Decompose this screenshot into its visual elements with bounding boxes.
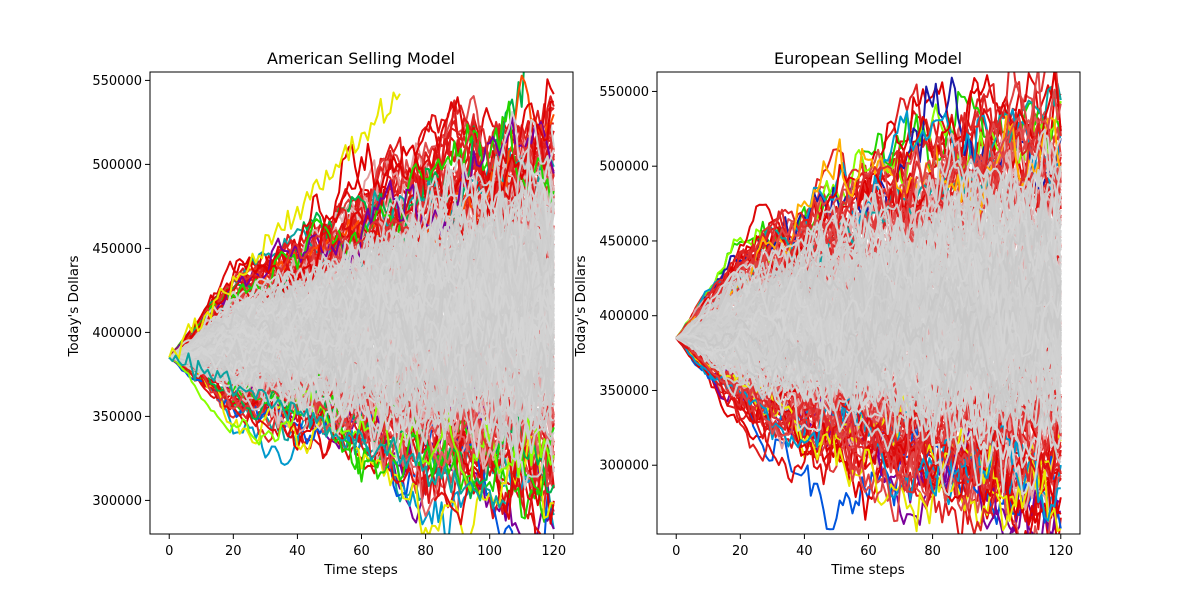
american-simulation-path: [169, 289, 555, 427]
european-simulation-path: [675, 266, 1062, 392]
european-chart-panel: European Selling Model 0 20 40 60 80 100 120 3…: [573, 49, 1081, 578]
european-x-ticks: 0 20 40 60 80 100 120: [672, 534, 1073, 559]
american-x-tick-label: 60: [353, 544, 370, 559]
american-early-stop-path: [168, 91, 401, 360]
american-y-tick-label: 550000: [92, 74, 142, 89]
european-simulation-path: [676, 275, 1062, 390]
european-simulation-path: [676, 289, 1062, 437]
american-x-tick-label: 100: [477, 544, 502, 559]
european-simulation-path: [675, 72, 1062, 339]
american-y-tick-label: 400000: [92, 326, 142, 341]
european-y-axis-label: Today's Dollars: [573, 255, 589, 357]
american-simulation-path: [168, 100, 554, 359]
american-x-axis-label: Time steps: [323, 562, 398, 578]
american-simulation-path: [168, 356, 555, 502]
american-simulation-path: [168, 228, 555, 359]
european-plot-area: [656, 71, 1081, 535]
american-x-tick-label: 0: [165, 544, 173, 559]
european-x-tick-label: 120: [1048, 544, 1073, 559]
american-y-ticks: 300000 350000 400000 450000 500000 550000: [92, 74, 150, 509]
american-simulation-path: [168, 229, 555, 359]
american-chart-panel: American Selling Model 0 20 40 60 80 100 120 3…: [66, 49, 574, 578]
european-simulation-path: [676, 291, 1062, 409]
european-x-tick-label: 100: [984, 544, 1009, 559]
european-y-tick-label: 450000: [599, 234, 649, 249]
european-y-tick-label: 500000: [599, 160, 649, 175]
european-y-tick-label: 350000: [599, 384, 649, 399]
american-y-tick-label: 300000: [92, 494, 142, 509]
european-y-tick-label: 300000: [599, 459, 649, 474]
american-y-tick-label: 500000: [92, 158, 142, 173]
american-y-axis-label: Today's Dollars: [66, 255, 82, 357]
european-x-tick-label: 20: [732, 544, 749, 559]
european-y-tick-label: 550000: [599, 85, 649, 100]
european-x-tick-label: 80: [924, 544, 941, 559]
american-x-tick-label: 20: [225, 544, 242, 559]
american-y-tick-label: 350000: [92, 410, 142, 425]
american-x-tick-label: 40: [289, 544, 306, 559]
american-x-tick-label: 80: [417, 544, 434, 559]
european-y-tick-label: 400000: [599, 309, 649, 324]
american-simulation-path: [168, 118, 555, 367]
american-simulation-path: [168, 310, 555, 440]
american-y-tick-label: 450000: [92, 242, 142, 257]
european-x-tick-label: 60: [860, 544, 877, 559]
european-simulation-path: [676, 203, 1062, 341]
european-simulation-path: [675, 307, 1062, 464]
european-simulation-path: [675, 216, 1062, 375]
american-simulation-path: [168, 187, 555, 382]
european-simulation-path: [675, 260, 1062, 406]
american-simulation-path: [168, 248, 555, 371]
american-plot-area: [149, 71, 574, 535]
american-simulation-path: [168, 219, 555, 359]
american-x-tick-label: 120: [541, 544, 566, 559]
american-chart-title: American Selling Model: [267, 49, 455, 68]
european-x-axis-label: Time steps: [830, 562, 905, 578]
american-early-stop-path: [168, 352, 507, 510]
american-simulation-path: [169, 291, 555, 420]
european-simulation-path: [675, 196, 1062, 339]
european-simulation-path: [676, 229, 1062, 429]
european-y-ticks: 300000 350000 400000 450000 500000 550000: [599, 85, 657, 474]
european-simulation-path: [675, 100, 1062, 339]
european-x-tick-label: 0: [672, 544, 680, 559]
european-simulation-path: [675, 106, 1062, 339]
american-simulation-path: [168, 276, 555, 403]
european-chart-title: European Selling Model: [774, 49, 962, 68]
american-x-ticks: 0 20 40 60 80 100 120: [165, 534, 566, 559]
european-x-tick-label: 40: [796, 544, 813, 559]
